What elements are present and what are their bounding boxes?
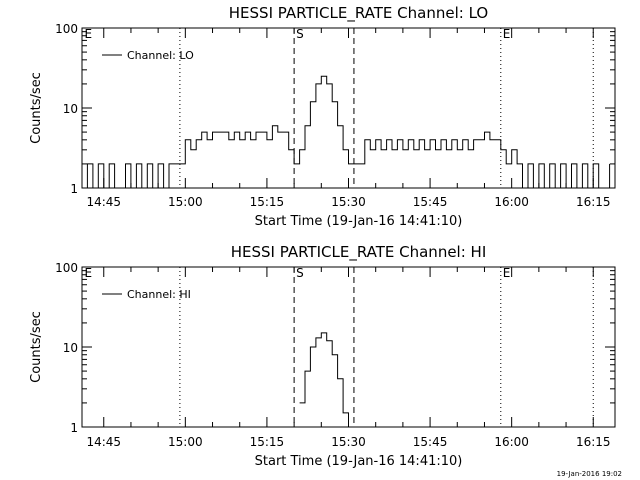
series-line-channel-lo: [82, 75, 611, 189]
x-tick-label: 15:45: [413, 195, 448, 209]
plot-timestamp: 19-Jan-2016 19:02: [557, 470, 622, 478]
x-tick-label: 15:15: [250, 435, 285, 449]
y-tick-label: 10: [63, 102, 78, 116]
x-tick-label: 15:30: [331, 195, 366, 209]
x-tick-label: 14:45: [86, 435, 121, 449]
marker-label: E: [85, 266, 93, 280]
x-tick-label: 15:45: [413, 435, 448, 449]
chart-title: HESSI PARTICLE_RATE Channel: HI: [231, 243, 487, 262]
legend-entry: Channel: LO: [127, 49, 194, 62]
x-tick-label: 15:15: [250, 195, 285, 209]
x-tick-label: 14:45: [86, 195, 121, 209]
y-tick-label: 1: [70, 182, 78, 196]
x-tick-label: 15:00: [168, 435, 203, 449]
series-line-channel-hi: [299, 332, 349, 427]
marker-label: S: [296, 266, 304, 280]
chart-title: HESSI PARTICLE_RATE Channel: LO: [229, 4, 488, 23]
marker-label: E: [85, 27, 93, 41]
x-axis-label: Start Time (19-Jan-16 14:41:10): [255, 214, 463, 229]
marker-label: S: [296, 27, 304, 41]
y-tick-label: 1: [70, 421, 78, 435]
y-tick-label: 10: [63, 341, 78, 355]
legend-entry: Channel: HI: [127, 288, 191, 301]
x-tick-label: 16:15: [576, 435, 611, 449]
y-tick-label: 100: [55, 22, 78, 36]
x-tick-label: 15:30: [331, 435, 366, 449]
y-tick-label: 100: [55, 261, 78, 275]
marker-label: E: [503, 266, 511, 280]
marker-label: E: [503, 27, 511, 41]
y-axis-label: Counts/sec: [29, 72, 44, 144]
y-axis-label: Counts/sec: [29, 311, 44, 383]
lo-channel-plot: HESSI PARTICLE_RATE Channel: LO 1 10 100 14:…: [29, 4, 616, 229]
hi-channel-plot: HESSI PARTICLE_RATE Channel: HI 1 10 100 14:…: [29, 243, 616, 469]
x-tick-label: 15:00: [168, 195, 203, 209]
x-axis-label: Start Time (19-Jan-16 14:41:10): [255, 454, 463, 469]
x-tick-label: 16:00: [494, 195, 529, 209]
x-tick-label: 16:15: [576, 195, 611, 209]
x-tick-label: 16:00: [494, 435, 529, 449]
